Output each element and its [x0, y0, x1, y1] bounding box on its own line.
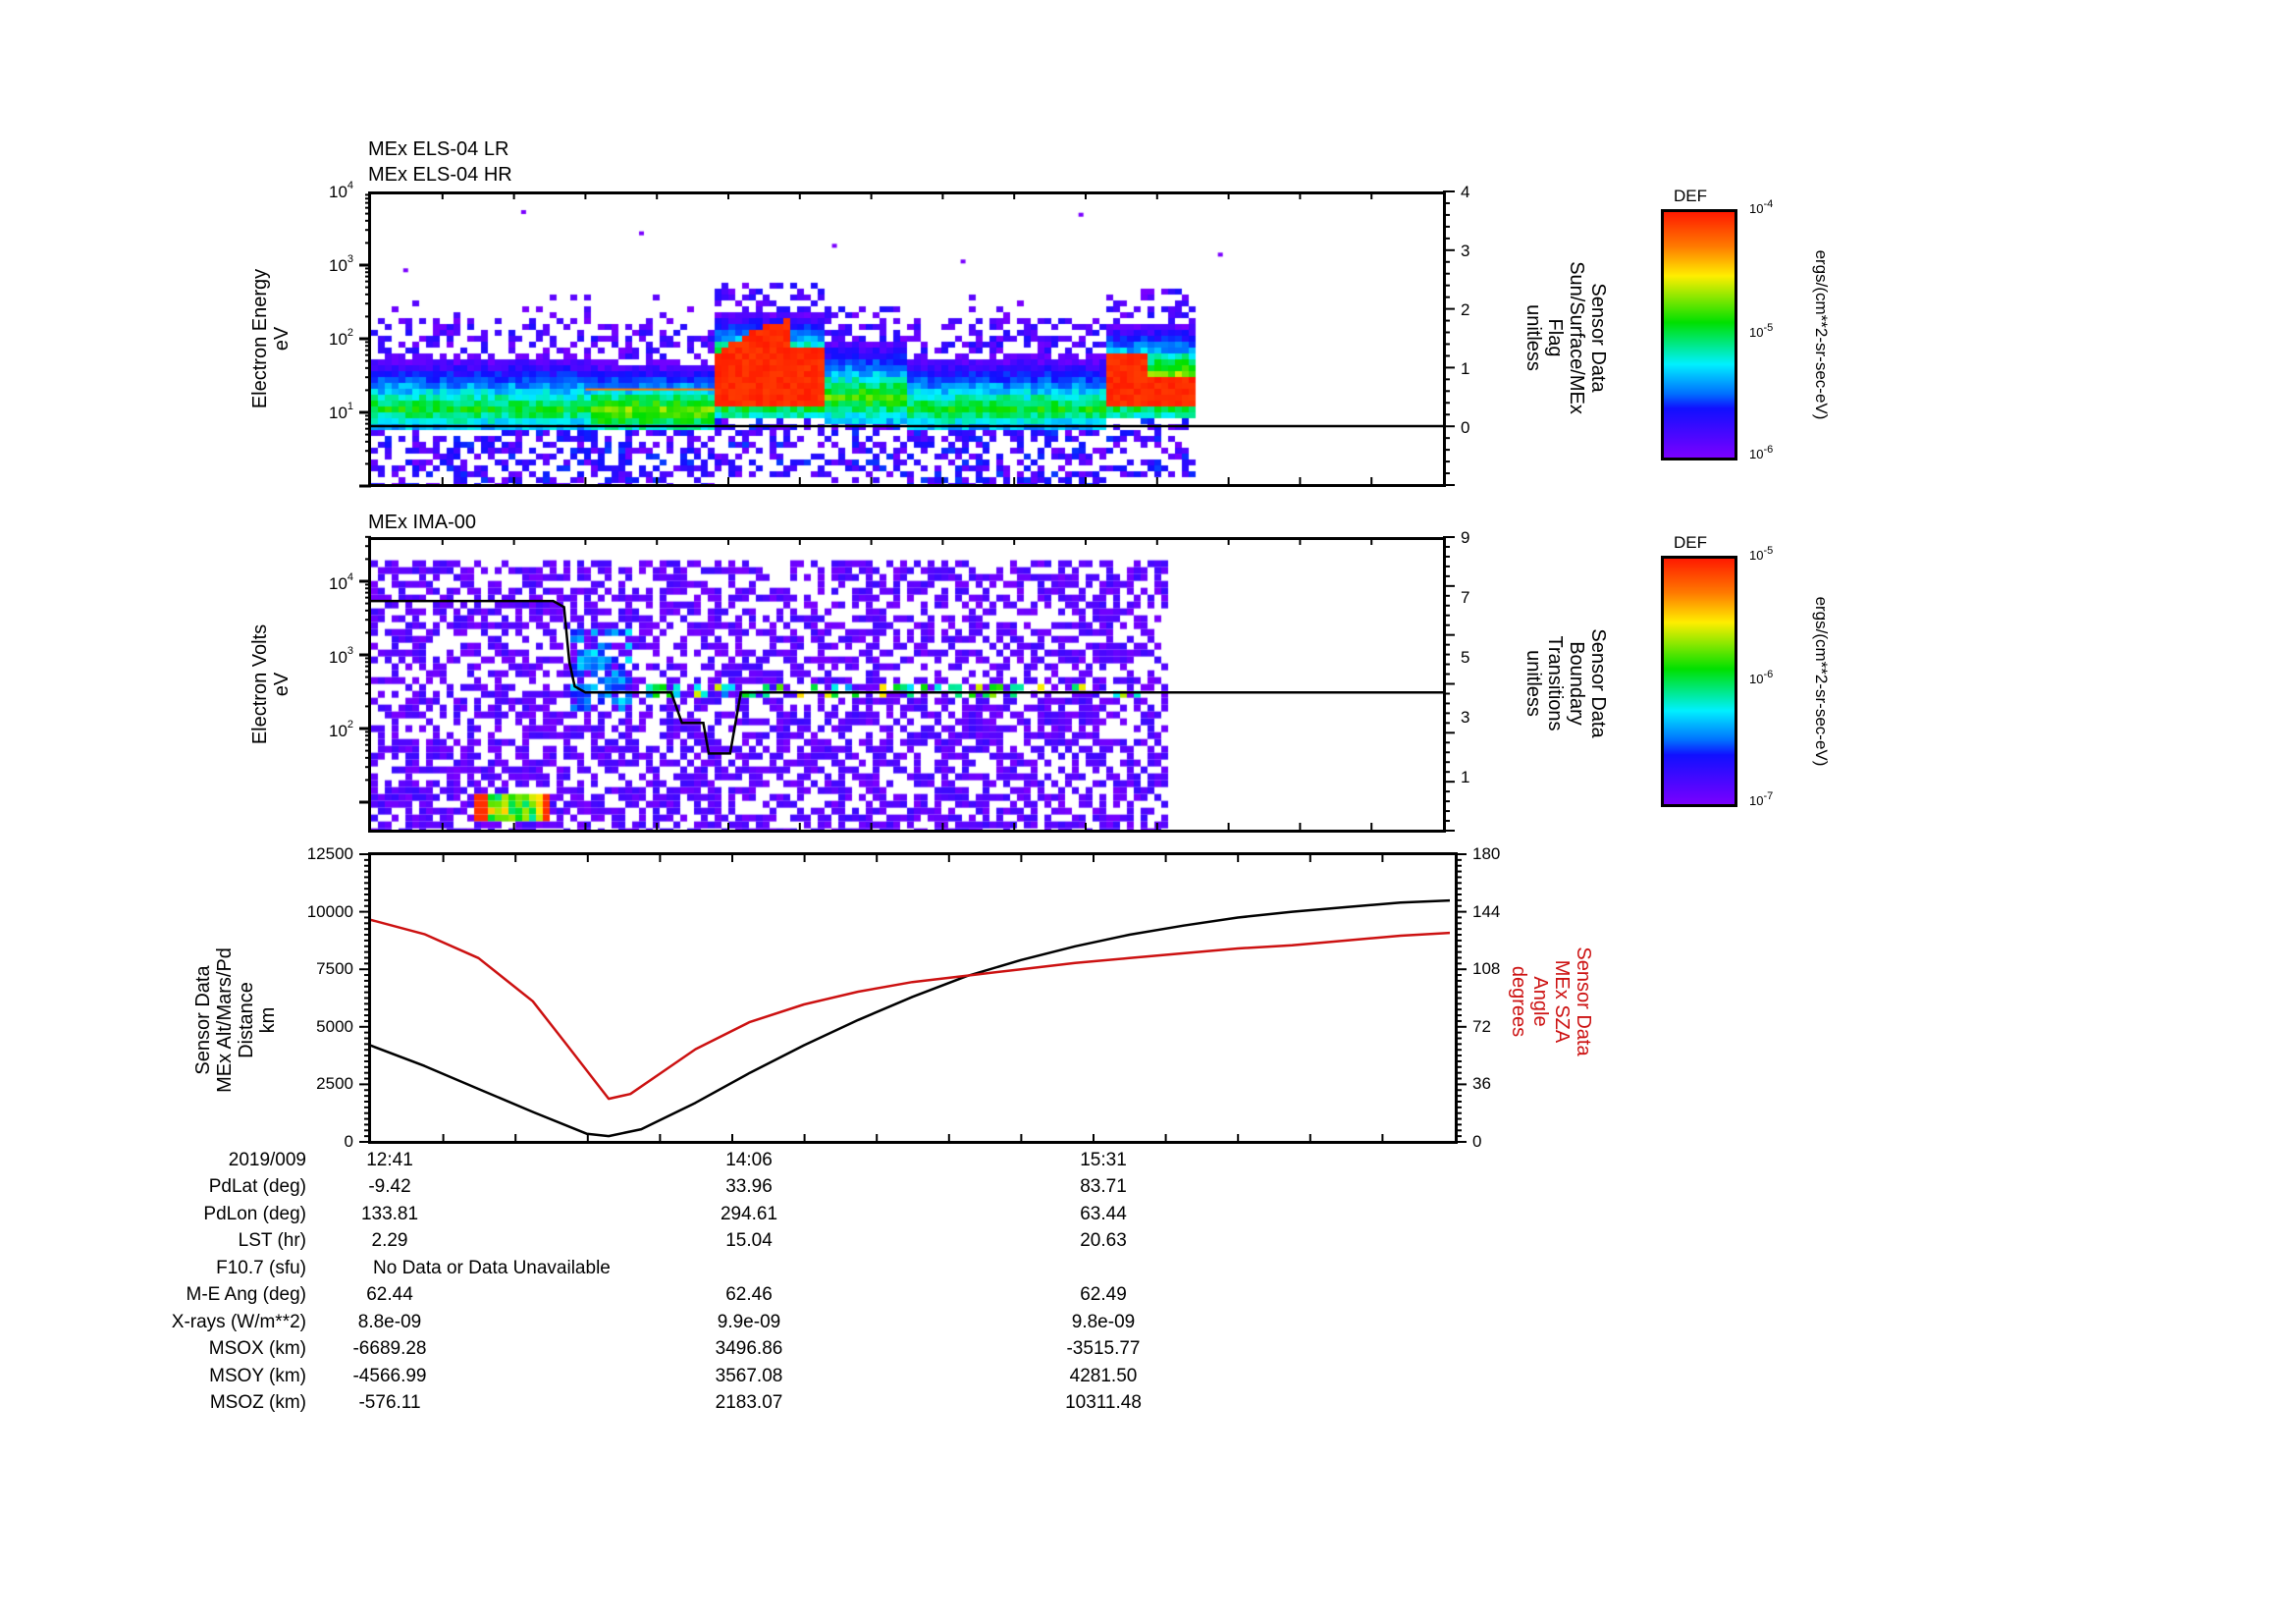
ima-colorbar-min: 10-7: [1749, 790, 1774, 808]
orbit-sza-tick-label: 0: [1472, 1132, 1482, 1151]
els-flag-line: [371, 424, 1443, 428]
ima-y-tick-label: 102: [329, 719, 354, 740]
ephemeris-row-value: -9.42: [368, 1176, 411, 1197]
els-spectrogram: [371, 194, 1443, 484]
els-colorbar-max: 10-4: [1749, 198, 1774, 216]
ephemeris-row-value: 8.8e-09: [357, 1311, 422, 1332]
ephemeris-row-value: 62.44: [366, 1284, 413, 1305]
ephemeris-row-label: MSOY (km): [209, 1365, 306, 1386]
ima-y-axis-label: Electron Volts eV: [249, 623, 293, 745]
els-right-tick-label: 2: [1461, 300, 1470, 319]
ephemeris-time-2: 15:31: [1080, 1150, 1127, 1170]
orbit-sza-tick-label: 180: [1472, 844, 1501, 863]
orbit-y-tick-label: 10000: [306, 901, 353, 921]
ephemeris-row-value: 133.81: [360, 1203, 419, 1224]
ima-right-axis-label: Sensor Data Boundary Transitions unitles…: [1522, 628, 1609, 738]
els-right-tick-label: 3: [1461, 242, 1470, 260]
els-y-tick-label: 102: [329, 327, 354, 349]
ephemeris-row-value: -3515.77: [1066, 1338, 1141, 1359]
els-y-tick-label: 104: [329, 180, 354, 201]
ephemeris-row-value: 4281.50: [1069, 1365, 1138, 1386]
ephemeris-row-label: MSOX (km): [208, 1338, 306, 1359]
ephemeris-time-1: 14:06: [725, 1150, 773, 1170]
els-right-tick-label: 0: [1461, 418, 1470, 437]
ima-colorbar-max: 10-5: [1749, 545, 1774, 563]
ephemeris-row-value: 33.96: [725, 1176, 773, 1197]
ephemeris-row-value: 2183.07: [715, 1392, 783, 1413]
ima-y-tick-label: 104: [329, 571, 354, 593]
els-right-tick-label: 4: [1461, 183, 1470, 201]
ima-right-tick-label: 9: [1461, 528, 1470, 547]
ephemeris-row-value: 63.44: [1080, 1203, 1127, 1224]
ephemeris-row-value: -4566.99: [352, 1365, 427, 1386]
orbit-y-tick-label: 5000: [316, 1016, 353, 1036]
ephemeris-row-value: 3567.08: [715, 1365, 783, 1386]
ephemeris-row-value: 10311.48: [1065, 1392, 1142, 1413]
ephemeris-row-label: F10.7 (sfu): [216, 1257, 306, 1278]
ima-colorbar-title: DEF: [1674, 533, 1707, 552]
ephemeris-row-label: PdLon (deg): [203, 1203, 306, 1224]
orbit-sza-tick-label: 144: [1472, 901, 1501, 921]
ima-right-tick-label: 3: [1461, 708, 1470, 727]
ima-axis-ticks: [359, 535, 1455, 832]
ima-right-tick-label: 5: [1461, 648, 1470, 667]
orbit-line-plot: [370, 898, 1450, 1138]
orbit-y-tick-label: 12500: [306, 844, 353, 863]
orbit-y-tick-label: 7500: [316, 959, 353, 979]
ephemeris-row-value: 9.9e-09: [717, 1311, 781, 1332]
els-colorbar-min: 10-6: [1749, 444, 1774, 461]
orbit-sza-tick-label: 108: [1472, 959, 1501, 979]
els-right-axis-label: Sensor Data Sun/Surface/MEx Flag unitles…: [1522, 261, 1609, 414]
ima-right-tick-label: 1: [1461, 768, 1470, 786]
orbit-y-axis-label: Sensor Data MEx Alt/Mars/Pd Distance km: [192, 947, 279, 1093]
ima-colorbar: [1661, 556, 1737, 807]
ephemeris-row-value: -6689.28: [352, 1338, 427, 1359]
ima-title: MEx IMA-00: [368, 512, 477, 533]
orbit-axis-ticks: [359, 853, 1467, 1143]
orbit-sza-axis-label: Sensor Data MEx SZA Angle degrees: [1508, 947, 1594, 1056]
ephemeris-row-value: 20.63: [1080, 1230, 1127, 1251]
ephemeris-row-label: LST (hr): [238, 1230, 306, 1251]
orbit-y-tick-label: 0: [344, 1132, 353, 1151]
ima-spectrogram: [371, 540, 1443, 830]
ephemeris-row-value: -576.11: [358, 1392, 421, 1413]
ephemeris-row-label: PdLat (deg): [208, 1176, 306, 1197]
ephemeris-row-value: 62.46: [725, 1284, 773, 1305]
ima-colorbar-mid: 10-6: [1749, 669, 1774, 686]
ephemeris-row-label: M-E Ang (deg): [186, 1284, 307, 1305]
els-y-tick-label: 103: [329, 253, 354, 275]
els-title-hr: MEx ELS-04 HR: [368, 164, 512, 186]
ephemeris-row-label: MSOZ (km): [209, 1392, 306, 1413]
els-y-axis-label: Electron Energy eV: [249, 268, 293, 409]
orbit-sza-tick-label: 36: [1472, 1074, 1491, 1094]
ephemeris-row-value: 62.49: [1080, 1284, 1127, 1305]
els-title-lr: MEx ELS-04 LR: [368, 138, 509, 160]
ephemeris-date: 2019/009: [228, 1150, 306, 1170]
ephemeris-row-value: 3496.86: [715, 1338, 783, 1359]
ima-right-tick-label: 7: [1461, 588, 1470, 607]
ephemeris-row-value: 9.8e-09: [1071, 1311, 1136, 1332]
els-colorbar-mid: 10-5: [1749, 322, 1774, 340]
ima-boundary-line: [371, 599, 1443, 755]
ephemeris-row-value: 294.61: [720, 1203, 778, 1224]
els-colorbar-title: DEF: [1674, 187, 1707, 205]
ephemeris-row-value: 83.71: [1080, 1176, 1127, 1197]
ephemeris-row-note: No Data or Data Unavailable: [373, 1257, 611, 1278]
orbit-y-tick-label: 2500: [316, 1074, 353, 1094]
ephemeris-row-value: 2.29: [371, 1230, 408, 1251]
els-axis-ticks: [359, 190, 1455, 488]
els-colorbar-units: ergs/(cm**2-sr-sec-eV): [1812, 249, 1831, 420]
els-right-tick-label: 1: [1461, 359, 1470, 378]
els-y-tick-label: 101: [329, 401, 354, 422]
ephemeris-time-0: 12:41: [366, 1150, 413, 1170]
ephemeris-row-label: X-rays (W/m**2): [171, 1311, 306, 1332]
ephemeris-row-value: 15.04: [725, 1230, 773, 1251]
orbit-sza-tick-label: 72: [1472, 1016, 1491, 1036]
els-colorbar: [1661, 209, 1737, 460]
ima-y-tick-label: 103: [329, 645, 354, 667]
ima-colorbar-units: ergs/(cm**2-sr-sec-eV): [1812, 596, 1831, 767]
